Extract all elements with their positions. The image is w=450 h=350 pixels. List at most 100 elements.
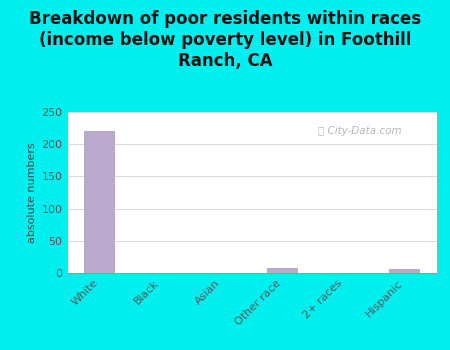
Bar: [68, 112, 436, 113]
Bar: [68, 112, 436, 113]
Bar: [68, 112, 436, 113]
Bar: [68, 112, 436, 113]
Bar: [68, 112, 436, 113]
Bar: [68, 112, 436, 113]
Bar: [68, 113, 436, 114]
Bar: [68, 112, 436, 113]
Bar: [68, 112, 436, 113]
Bar: [68, 112, 436, 113]
Bar: [68, 112, 436, 113]
Bar: [68, 112, 436, 113]
Bar: [68, 112, 436, 113]
Bar: [68, 112, 436, 113]
Bar: [68, 112, 436, 113]
Bar: [68, 112, 436, 113]
Bar: [68, 113, 436, 114]
Bar: [68, 112, 436, 113]
Bar: [68, 112, 436, 113]
Bar: [68, 112, 436, 113]
Bar: [68, 112, 436, 113]
Bar: [68, 112, 436, 113]
Bar: [68, 112, 436, 113]
Bar: [68, 112, 436, 113]
Bar: [68, 112, 436, 113]
Bar: [68, 112, 436, 113]
Bar: [68, 112, 436, 113]
Bar: [68, 112, 436, 113]
Bar: [68, 112, 436, 113]
Bar: [68, 112, 436, 113]
Bar: [68, 112, 436, 113]
Bar: [68, 112, 436, 113]
Bar: [68, 112, 436, 113]
Bar: [68, 112, 436, 113]
Text: ⓘ City-Data.com: ⓘ City-Data.com: [319, 126, 402, 136]
Bar: [68, 112, 436, 113]
Bar: [68, 112, 436, 113]
Bar: [68, 112, 436, 113]
Bar: [68, 112, 436, 113]
Bar: [68, 113, 436, 114]
Bar: [68, 113, 436, 114]
Bar: [68, 112, 436, 113]
Bar: [68, 112, 436, 113]
Bar: [68, 112, 436, 113]
Bar: [68, 112, 436, 113]
Bar: [68, 112, 436, 113]
Bar: [68, 112, 436, 113]
Bar: [68, 112, 436, 113]
Bar: [68, 112, 436, 113]
Bar: [68, 112, 436, 113]
Bar: [68, 112, 436, 113]
Bar: [68, 112, 436, 113]
Bar: [68, 112, 436, 113]
Bar: [68, 112, 436, 113]
Bar: [68, 112, 436, 113]
Bar: [68, 112, 436, 113]
Bar: [68, 112, 436, 113]
Bar: [68, 112, 436, 113]
Bar: [68, 112, 436, 113]
Bar: [68, 112, 436, 113]
Bar: [68, 112, 436, 113]
Bar: [68, 112, 436, 113]
Bar: [68, 112, 436, 113]
Bar: [68, 112, 436, 113]
Bar: [68, 112, 436, 113]
Bar: [68, 112, 436, 113]
Bar: [68, 112, 436, 113]
Bar: [68, 113, 436, 114]
Bar: [68, 112, 436, 113]
Bar: [68, 112, 436, 113]
Bar: [68, 112, 436, 113]
Bar: [68, 112, 436, 113]
Bar: [68, 112, 436, 113]
Bar: [267, 268, 298, 273]
Bar: [68, 112, 436, 113]
Bar: [68, 112, 436, 113]
Bar: [68, 112, 436, 113]
Bar: [68, 112, 436, 113]
Bar: [68, 112, 436, 113]
Bar: [68, 112, 436, 113]
Bar: [68, 112, 436, 113]
Bar: [68, 112, 436, 113]
Bar: [68, 112, 436, 113]
Bar: [68, 112, 436, 113]
Bar: [68, 112, 436, 113]
Bar: [68, 112, 436, 113]
Bar: [68, 112, 436, 113]
Bar: [68, 112, 436, 113]
Bar: [68, 112, 436, 113]
Bar: [68, 113, 436, 114]
Bar: [68, 112, 436, 113]
Bar: [68, 112, 436, 113]
Bar: [68, 112, 436, 113]
Bar: [68, 112, 436, 113]
Bar: [68, 112, 436, 113]
Bar: [68, 112, 436, 113]
Bar: [68, 112, 436, 113]
Bar: [68, 112, 436, 113]
Bar: [68, 112, 436, 113]
Bar: [68, 112, 436, 113]
